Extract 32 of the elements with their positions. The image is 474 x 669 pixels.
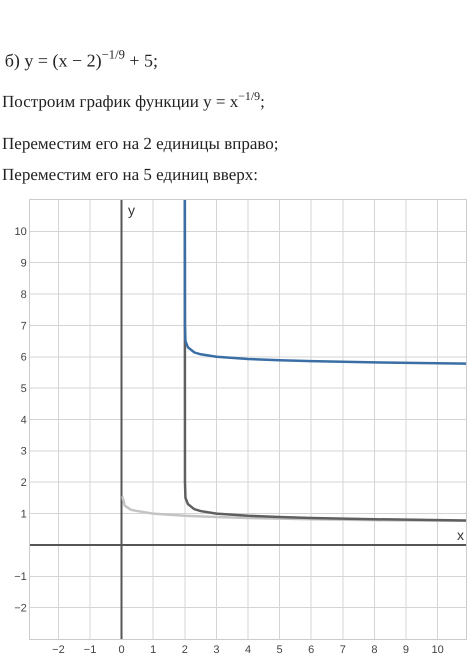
y-tick-label: 3 <box>20 446 27 458</box>
text: Переместим его на 5 единиц вверх: <box>2 165 258 184</box>
chart-subtitle: Построим график функции y = x$^{−1/9}$; <box>2 89 265 112</box>
text: Переместим его на 2 единицы вправо; <box>2 134 278 153</box>
x-tick-label: 0 <box>118 644 125 656</box>
chart-title: б) y = (x − 2)$^{−1/9}$ + 5; <box>4 48 158 70</box>
y-tick-label: 9 <box>20 258 27 270</box>
x-tick-label: 8 <box>371 644 378 656</box>
y-tick-label: 10 <box>14 226 27 238</box>
x-tick-label: 1 <box>150 644 156 656</box>
y-tick-label: 5 <box>20 382 27 395</box>
y-tick-label: 2 <box>20 477 27 490</box>
y-axis-title: y <box>128 202 135 218</box>
x-tick-label: 3 <box>213 644 220 656</box>
y-tick-label: 7 <box>20 320 27 332</box>
x-tick-label: 9 <box>402 644 410 656</box>
y-tick-label: 8 <box>20 288 27 301</box>
x-tick-label: 5 <box>276 644 283 656</box>
x-tick-label: 6 <box>308 644 314 656</box>
y-tick-label: 4 <box>20 414 27 426</box>
x-tick-label: 2 <box>182 644 188 656</box>
y-tick-label: 1 <box>20 508 27 520</box>
x-tick-label: 7 <box>340 644 346 656</box>
x-tick-label: 10 <box>431 644 444 656</box>
x-tick-label: −1 <box>84 644 96 656</box>
x-axis-title: x <box>457 527 464 543</box>
x-tick-label: 4 <box>244 644 252 656</box>
y-tick-label: 6 <box>20 352 27 364</box>
x-tick-label: −2 <box>52 644 65 656</box>
y-tick-label: −2 <box>14 602 27 614</box>
line-series <box>184 200 466 365</box>
y-tick-label: −1 <box>14 571 27 584</box>
